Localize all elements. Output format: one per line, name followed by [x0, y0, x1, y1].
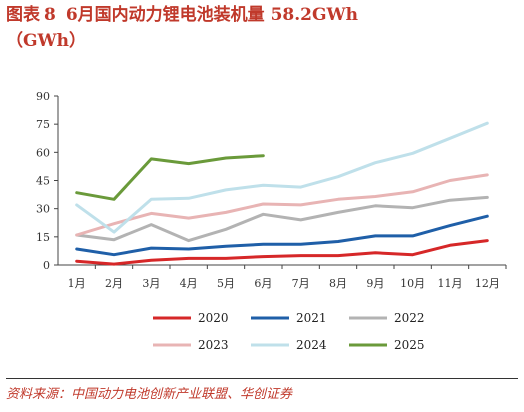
series-line-2023: [75, 173, 489, 237]
x-tick-label: 1月: [68, 277, 86, 290]
title-text: 6月国内动力锂电池装机量 58.2GWh: [65, 5, 358, 25]
x-tick-label: 8月: [329, 277, 347, 290]
x-tick-label: 5月: [217, 277, 235, 290]
y-tick-label: 60: [36, 146, 50, 159]
figure-label: 图表: [6, 5, 40, 25]
x-tick-label: 11月: [438, 277, 463, 290]
y-tick-label: 75: [36, 118, 50, 131]
legend: 2020 2021 2022 2023 2024 2025: [153, 311, 425, 352]
x-tick-label: 7月: [292, 277, 310, 290]
x-tick-label: 2月: [105, 277, 123, 290]
x-tick-label: 9月: [366, 277, 384, 290]
footer-divider: [6, 378, 518, 379]
y-tick-label: 15: [36, 231, 50, 244]
title-unit: （GWh）: [6, 31, 86, 51]
y-tick-label: 90: [36, 90, 50, 103]
chart-title: 图表 8 6月国内动力锂电池装机量 58.2GWh （GWh）: [6, 2, 518, 54]
series-lines: [75, 121, 489, 266]
series-line-2025: [75, 154, 265, 201]
series-line-2020: [75, 239, 489, 266]
x-tick-label: 4月: [180, 277, 198, 290]
series-line-2024: [75, 121, 489, 234]
x-tick-labels: 1月 2月 3月 4月 5月 6月 7月 8月 9月 10月 11月 12月: [68, 265, 507, 290]
x-tick-label: 6月: [254, 277, 272, 290]
source-note: 资料来源：中国动力电池创新产业联盟、华创证券: [6, 387, 293, 402]
legend-label-2021: 2021: [296, 311, 327, 325]
y-tick-label: 30: [36, 203, 50, 216]
y-tick-label: 45: [36, 175, 50, 188]
series-line-2021: [75, 214, 489, 257]
legend-label-2023: 2023: [198, 338, 229, 352]
legend-label-2022: 2022: [394, 311, 425, 325]
figure-number: 8: [44, 5, 56, 25]
x-tick-label: 12月: [475, 277, 500, 290]
series-line-2022: [75, 195, 489, 243]
legend-label-2025: 2025: [394, 338, 425, 352]
x-tick-label: 10月: [400, 277, 425, 290]
axes: [57, 96, 506, 266]
legend-label-2020: 2020: [198, 311, 229, 325]
y-tick-label: 0: [43, 259, 50, 272]
x-tick-label: 3月: [142, 277, 160, 290]
y-tick-labels: 0 15 30 45 60 75 90: [36, 90, 58, 272]
legend-label-2024: 2024: [296, 338, 327, 352]
